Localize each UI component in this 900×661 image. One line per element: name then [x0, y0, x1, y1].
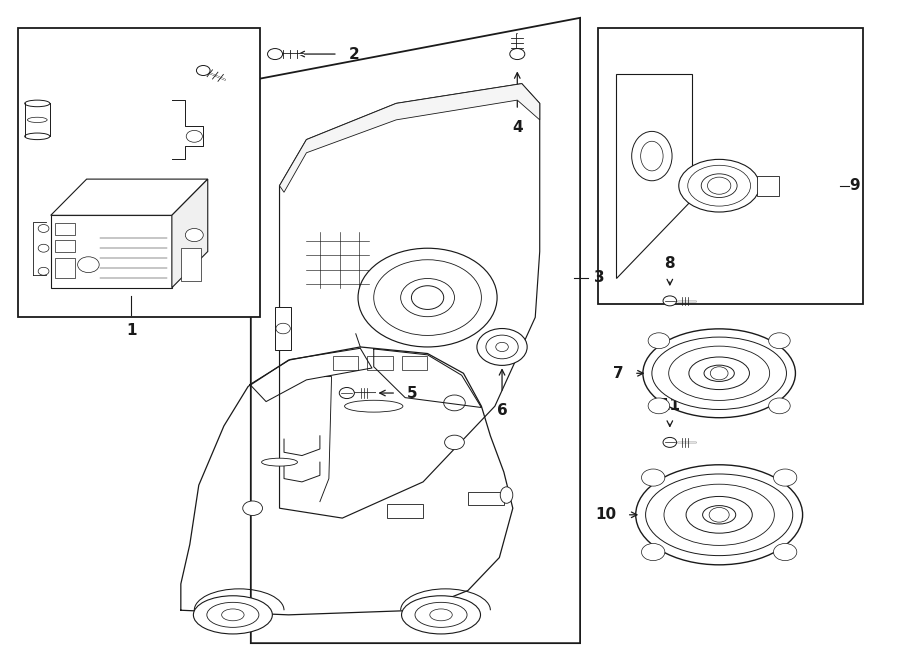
- Ellipse shape: [400, 278, 454, 317]
- Circle shape: [710, 367, 728, 380]
- Ellipse shape: [345, 401, 403, 412]
- Ellipse shape: [430, 609, 452, 621]
- Text: 6: 6: [497, 403, 508, 418]
- Circle shape: [444, 395, 465, 410]
- Circle shape: [267, 48, 283, 59]
- Text: 3: 3: [594, 270, 604, 286]
- Ellipse shape: [641, 141, 663, 171]
- Bar: [367, 356, 392, 370]
- Text: 4: 4: [512, 120, 523, 135]
- Bar: [55, 258, 75, 278]
- Circle shape: [339, 387, 355, 399]
- Text: 10: 10: [595, 507, 616, 522]
- Circle shape: [642, 469, 665, 486]
- Text: 2: 2: [348, 46, 359, 61]
- Ellipse shape: [704, 365, 734, 381]
- Ellipse shape: [688, 357, 750, 389]
- Polygon shape: [251, 18, 580, 643]
- Ellipse shape: [27, 117, 47, 122]
- Circle shape: [38, 245, 49, 253]
- Text: 11: 11: [660, 399, 680, 413]
- Ellipse shape: [686, 496, 752, 533]
- Ellipse shape: [679, 159, 760, 212]
- Ellipse shape: [194, 596, 273, 634]
- Circle shape: [769, 332, 790, 348]
- Text: 7: 7: [613, 366, 623, 381]
- Polygon shape: [50, 179, 208, 215]
- Ellipse shape: [24, 133, 50, 139]
- Ellipse shape: [645, 474, 793, 556]
- Ellipse shape: [207, 602, 259, 627]
- Bar: [55, 240, 75, 252]
- Polygon shape: [172, 179, 208, 288]
- Circle shape: [38, 267, 49, 275]
- Bar: [387, 504, 423, 518]
- Text: 9: 9: [850, 178, 859, 193]
- Polygon shape: [280, 84, 540, 518]
- Ellipse shape: [635, 465, 803, 565]
- Circle shape: [38, 225, 49, 233]
- Ellipse shape: [652, 337, 787, 409]
- Circle shape: [648, 332, 670, 348]
- Bar: [468, 492, 504, 505]
- Circle shape: [276, 323, 291, 334]
- Circle shape: [773, 469, 796, 486]
- Bar: [598, 28, 863, 304]
- Circle shape: [773, 543, 796, 561]
- Bar: [757, 176, 779, 196]
- Ellipse shape: [24, 100, 50, 106]
- Ellipse shape: [632, 132, 672, 180]
- Ellipse shape: [703, 506, 735, 524]
- Circle shape: [186, 130, 202, 142]
- Polygon shape: [616, 74, 692, 278]
- Circle shape: [477, 329, 527, 366]
- Bar: [401, 356, 427, 370]
- Circle shape: [243, 501, 263, 516]
- Bar: [17, 28, 260, 317]
- Circle shape: [509, 48, 525, 59]
- Ellipse shape: [262, 458, 298, 466]
- Bar: [50, 215, 172, 288]
- Bar: [333, 356, 358, 370]
- Ellipse shape: [500, 487, 513, 503]
- Circle shape: [411, 286, 444, 309]
- Ellipse shape: [358, 249, 497, 347]
- Circle shape: [642, 543, 665, 561]
- Circle shape: [709, 508, 729, 522]
- Bar: [55, 223, 75, 235]
- Ellipse shape: [221, 609, 244, 621]
- Ellipse shape: [401, 596, 481, 634]
- Ellipse shape: [669, 346, 770, 401]
- Circle shape: [663, 438, 677, 447]
- Circle shape: [707, 177, 731, 194]
- Ellipse shape: [415, 602, 467, 627]
- Circle shape: [648, 398, 670, 414]
- Text: 5: 5: [407, 385, 418, 401]
- Text: 8: 8: [664, 256, 675, 271]
- Ellipse shape: [374, 260, 482, 335]
- Bar: [181, 249, 201, 281]
- Ellipse shape: [643, 329, 796, 418]
- Ellipse shape: [701, 174, 737, 198]
- Circle shape: [196, 65, 210, 75]
- Circle shape: [445, 435, 464, 449]
- Circle shape: [496, 342, 508, 352]
- Circle shape: [185, 229, 203, 242]
- Bar: [275, 307, 292, 350]
- Circle shape: [769, 398, 790, 414]
- Text: 1: 1: [126, 323, 137, 338]
- Polygon shape: [280, 84, 540, 192]
- Ellipse shape: [688, 165, 751, 206]
- Circle shape: [77, 256, 99, 272]
- Circle shape: [486, 335, 518, 359]
- Ellipse shape: [664, 485, 774, 545]
- Circle shape: [663, 296, 677, 306]
